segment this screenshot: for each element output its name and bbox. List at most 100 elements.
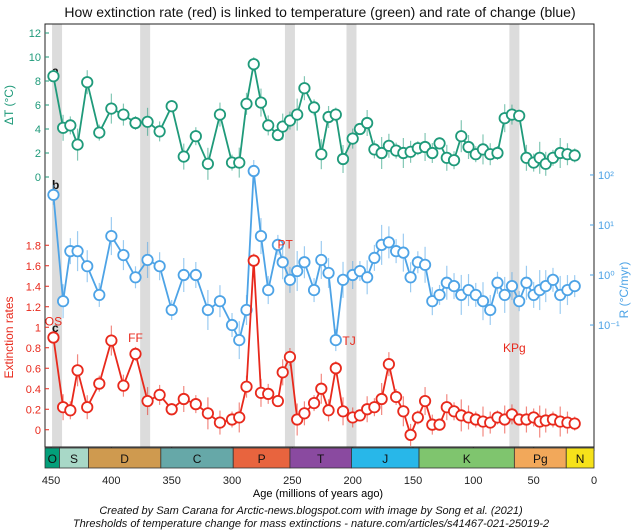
data-point-b-23 [276,256,289,269]
data-point-c-37 [382,358,395,371]
extinction-band-3 [346,24,357,447]
data-point-c-17 [233,411,246,424]
ytick-label-a-0: 0 [35,172,41,184]
data-point-a-11 [165,100,178,113]
data-point-b-6 [105,229,118,243]
data-point-a-21 [262,119,275,132]
data-point-b-9 [141,253,154,267]
xtick-label-3: 300 [223,475,241,487]
ytick-label-a-4: 8 [35,76,41,88]
data-point-a-0 [47,70,60,83]
data-point-b-40 [404,271,417,284]
ytick-label-c-2: 0.4 [26,384,41,396]
y-axis-label-a: ΔT (°C) [2,85,16,125]
data-point-a-63 [568,149,581,162]
data-point-b-51 [484,303,497,317]
data-point-a-43 [426,146,439,160]
data-point-c-44 [433,418,446,431]
data-point-a-52 [491,146,504,160]
data-point-c-4 [81,401,94,414]
data-point-b-14 [201,303,214,317]
event-label-PT: PT [277,238,293,252]
plot-frame [44,23,595,448]
data-point-c-0 [47,331,60,344]
data-point-c-63 [568,417,581,430]
data-point-b-35 [368,251,381,264]
xtick-label-5: 200 [344,475,362,487]
xtick-label-6: 150 [404,475,422,487]
data-point-a-26 [298,82,311,95]
data-point-a-32 [346,132,359,145]
data-point-b-27 [307,283,321,297]
data-point-b-20 [254,229,268,243]
data-point-c-35 [368,401,381,414]
event-label-FF: FF [128,331,143,345]
data-point-a-14 [201,157,214,170]
data-point-a-30 [329,108,342,121]
xtick-label-9: 0 [591,475,597,487]
data-point-c-15 [213,416,227,429]
data-point-c-30 [329,362,342,375]
period-label-N: N [576,452,585,466]
data-point-c-42 [418,394,432,408]
data-point-b-4 [81,260,94,273]
data-point-a-44 [433,137,446,150]
x-axis-label: Age (millions of years ago) [253,488,383,500]
data-point-b-31 [336,273,350,286]
panel-a: a024681012ΔT (°C) [2,28,581,184]
data-point-c-29 [322,404,335,417]
period-label-O: O [48,452,57,466]
data-point-a-20 [254,96,268,109]
data-point-c-3 [71,364,84,377]
data-point-a-18 [240,97,253,110]
period-label-K: K [463,452,471,466]
ytick-label-c-5: 1 [35,322,41,334]
data-point-b-16 [225,318,239,332]
extinction-band-2 [284,24,295,447]
data-point-c-21 [262,387,275,400]
panel-letter-c: c [52,321,59,335]
ytick-label-c-8: 1.6 [26,261,41,273]
data-point-c-39 [397,405,410,418]
data-point-b-60 [546,273,560,286]
data-point-a-17 [233,156,246,169]
data-point-c-9 [141,394,154,408]
data-point-c-22 [271,394,284,408]
data-point-b-7 [117,249,130,262]
data-point-b-24 [283,273,297,286]
data-point-c-7 [117,379,130,392]
geologic-timescale: O S D C P T J K Pg N [44,447,595,469]
data-point-b-29 [322,266,335,280]
data-point-c-19 [247,254,260,267]
data-point-a-10 [153,125,166,138]
period-label-S: S [70,452,78,466]
chart-title: How extinction rate (red) is linked to t… [64,4,575,20]
xtick-label-8: 50 [528,475,540,487]
data-point-a-5 [93,126,106,139]
data-point-b-8 [129,271,142,284]
data-point-b-63 [568,280,581,293]
data-point-a-9 [141,115,154,128]
data-point-b-28 [315,253,328,267]
ytick-label-c-3: 0.6 [26,363,41,375]
data-point-b-39 [397,246,410,259]
period-label-D: D [120,452,129,466]
period-label-J: J [382,452,388,466]
data-point-a-13 [189,130,202,143]
data-point-c-18 [240,380,253,393]
ytick-label-c-0: 0 [35,425,41,437]
data-point-b-53 [498,288,511,302]
data-point-c-11 [165,403,178,416]
data-point-c-23 [276,366,289,379]
data-point-b-12 [177,268,190,282]
data-point-a-2 [64,119,77,132]
xtick-label-7: 100 [464,475,482,487]
ytick-label-b-2: 10⁰ [598,270,615,282]
data-point-a-34 [361,116,374,130]
data-point-a-12 [177,150,190,163]
data-point-c-8 [129,347,142,360]
data-point-b-55 [513,295,526,308]
data-point-c-2 [64,404,77,417]
data-point-a-7 [117,108,130,121]
data-point-c-26 [298,407,311,420]
